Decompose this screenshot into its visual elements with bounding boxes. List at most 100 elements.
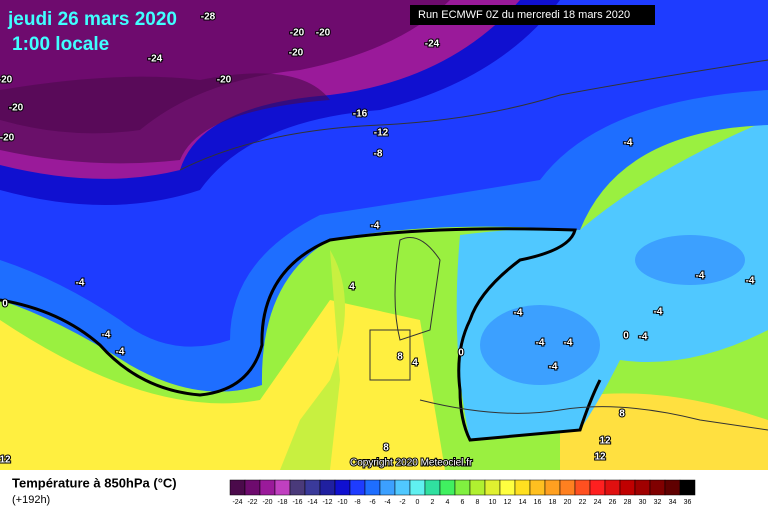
isotherm-label: -4 <box>371 221 380 232</box>
colorbar-label: 30 <box>639 499 647 506</box>
coastline <box>179 59 768 171</box>
colorbar-label: 14 <box>519 499 527 506</box>
colorbar-label: -8 <box>354 499 360 506</box>
colorbar-label: 4 <box>446 499 450 506</box>
color-box <box>409 479 426 496</box>
isotherm-label: -4 <box>564 338 573 349</box>
isotherm-label: 4 <box>412 358 418 369</box>
color-box <box>559 479 576 496</box>
isotherm-label: -28 <box>201 12 216 23</box>
isotherm-label: -4 <box>746 276 755 287</box>
isotherm-label: -4 <box>102 330 111 341</box>
color-box <box>229 479 246 496</box>
color-box <box>499 479 516 496</box>
colorbar-label: 32 <box>654 499 662 506</box>
colorbar-label: 26 <box>609 499 617 506</box>
isotherm-label: -4 <box>76 278 85 289</box>
colorbar-label: -20 <box>262 499 272 506</box>
colorbar-label: -14 <box>307 499 317 506</box>
isotherm-label: 0 <box>2 299 8 310</box>
colorbar-label: 12 <box>504 499 512 506</box>
color-box <box>634 479 651 496</box>
color-box <box>679 479 696 496</box>
isotherm-label: -24 <box>148 54 163 65</box>
isotherm-label: 8 <box>397 352 403 363</box>
isotherm-label: -4 <box>654 307 663 318</box>
mild-region <box>280 250 345 470</box>
zero-isotherm <box>0 227 602 442</box>
cold-region <box>635 235 745 285</box>
colorbar-label: 6 <box>461 499 465 506</box>
color-box <box>244 479 261 496</box>
map-time: 1:00 locale <box>12 34 109 55</box>
isotherm-label: 4 <box>349 282 355 293</box>
color-box <box>604 479 621 496</box>
isotherm-label: -12 <box>374 128 389 139</box>
color-box <box>649 479 666 496</box>
colorbar-label: 34 <box>669 499 677 506</box>
colorbar-label: -12 <box>322 499 332 506</box>
isotherm-label: -4 <box>549 362 558 373</box>
color-box <box>664 479 681 496</box>
cold-region <box>480 305 600 385</box>
color-box <box>334 479 351 496</box>
color-box <box>364 479 381 496</box>
color-box <box>304 479 321 496</box>
colorbar-label: -24 <box>232 499 242 506</box>
color-box <box>469 479 486 496</box>
colorbar-label: -2 <box>399 499 405 506</box>
colorbar-label: 8 <box>476 499 480 506</box>
run-info: Run ECMWF 0Z du mercredi 18 mars 2020 <box>418 9 630 21</box>
colorbar-label: 28 <box>624 499 632 506</box>
isotherm-label: 12 <box>0 455 11 466</box>
color-box <box>619 479 636 496</box>
color-box <box>274 479 291 496</box>
color-box <box>589 479 606 496</box>
colorbar-label: 36 <box>684 499 692 506</box>
colorbar-label: -6 <box>369 499 375 506</box>
colorbar-label: 2 <box>431 499 435 506</box>
isotherm-label: -4 <box>116 347 125 358</box>
isotherm-label: 8 <box>619 409 625 420</box>
legend-subtitle: (+192h) <box>12 494 50 506</box>
color-box <box>319 479 336 496</box>
copyright: Copyright 2020 Meteociel.fr <box>350 458 473 469</box>
coastline <box>419 399 768 431</box>
colorbar-label: -4 <box>384 499 390 506</box>
colorbar-label: -18 <box>277 499 287 506</box>
isotherm-label: -4 <box>639 332 648 343</box>
isotherm-label: -20 <box>9 103 24 114</box>
colorbar-label: -22 <box>247 499 257 506</box>
isotherm-label: -4 <box>514 308 523 319</box>
isotherm-label: -4 <box>696 271 705 282</box>
color-box <box>544 479 561 496</box>
isotherm-label: 12 <box>599 436 611 447</box>
map-date: jeudi 26 mars 2020 <box>7 9 177 30</box>
colorbar-label: -10 <box>337 499 347 506</box>
very-cold-region <box>0 73 330 164</box>
colorbar-label: 10 <box>489 499 497 506</box>
colorbar-label: 22 <box>579 499 587 506</box>
legend-title: Température à 850hPa (°C) <box>12 475 177 490</box>
colorbar-label: 0 <box>416 499 420 506</box>
color-box <box>289 479 306 496</box>
isotherm-label: -20 <box>290 28 305 39</box>
isotherm-label: -20 <box>217 75 232 86</box>
isotherm-label: -20 <box>0 75 13 86</box>
run-box <box>410 5 655 25</box>
isotherm-label: 0 <box>458 348 464 359</box>
isotherm-label: 12 <box>594 452 606 463</box>
isotherm-label: 0 <box>623 331 629 342</box>
isotherm-label: -4 <box>624 138 633 149</box>
color-box <box>574 479 591 496</box>
color-box <box>259 479 276 496</box>
isotherm-label: 8 <box>383 443 389 454</box>
isotherm-label: -24 <box>425 39 440 50</box>
coastline <box>369 237 441 381</box>
color-box <box>379 479 396 496</box>
color-box <box>394 479 411 496</box>
colorbar-label: 24 <box>594 499 602 506</box>
isotherm-label: -20 <box>289 48 304 59</box>
color-box <box>529 479 546 496</box>
color-box <box>514 479 531 496</box>
